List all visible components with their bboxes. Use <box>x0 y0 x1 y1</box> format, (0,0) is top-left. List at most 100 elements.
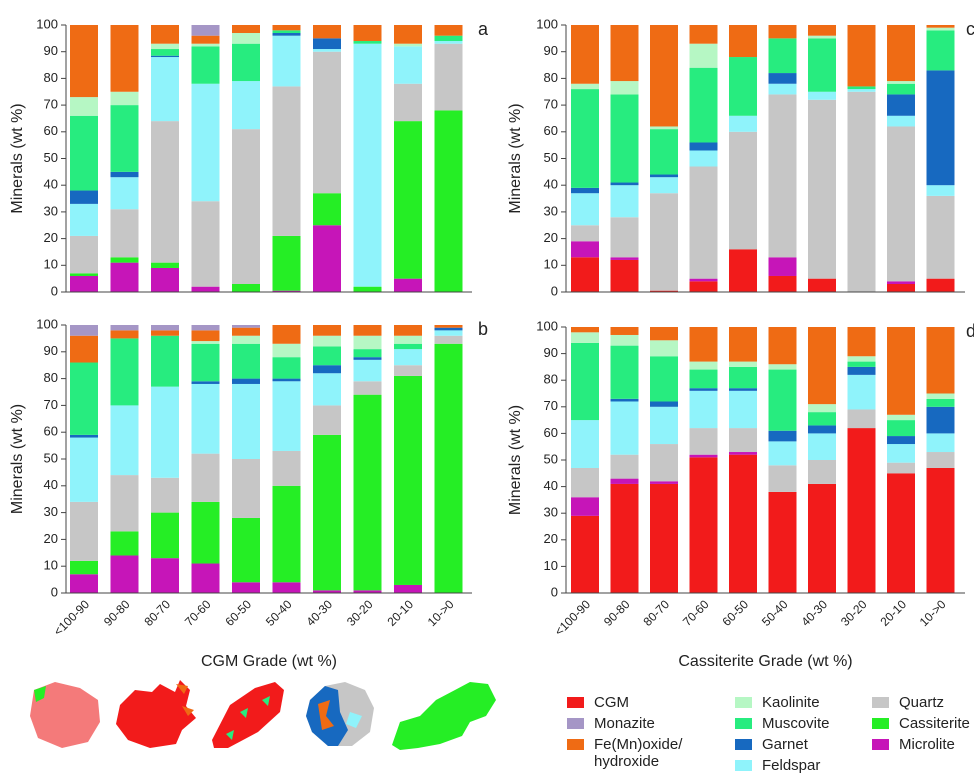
bar-segment <box>887 25 915 82</box>
bar-segment <box>729 327 757 362</box>
bar-segment <box>571 83 599 90</box>
bar-segment <box>353 349 382 358</box>
x-tick-label: 20-10 <box>878 597 910 629</box>
bar-segment <box>394 349 422 366</box>
y-tick-label: 0 <box>51 283 58 298</box>
bar-segment <box>808 425 836 434</box>
bar-segment <box>394 343 422 350</box>
bar-segment <box>847 356 876 362</box>
bar-segment <box>313 25 341 39</box>
bar-segment <box>650 193 678 291</box>
bar-segment <box>313 225 341 292</box>
y-tick-label: 70 <box>544 398 558 413</box>
bar-segment <box>151 335 179 387</box>
legend-item: Muscovite <box>735 715 872 732</box>
legend-swatch <box>735 718 752 729</box>
bar-segment <box>729 454 757 593</box>
bar-segment <box>232 378 260 384</box>
bar-segment <box>70 362 98 435</box>
x-tick-label: 40-30 <box>799 597 831 629</box>
bar-segment <box>110 338 139 406</box>
bar-segment <box>353 41 382 44</box>
bar-segment <box>926 70 955 186</box>
y-tick-label: 0 <box>551 584 558 599</box>
legend-item: Monazite <box>567 715 704 732</box>
bar-segment <box>650 340 678 357</box>
grain-map <box>30 682 100 748</box>
bar-segment <box>808 25 836 36</box>
bar-segment <box>610 478 639 484</box>
bar-segment <box>353 394 382 591</box>
grain-map <box>392 682 496 750</box>
bar-segment <box>610 401 639 455</box>
bar-segment <box>70 325 98 336</box>
bar-segment <box>151 477 179 513</box>
bar-segment <box>110 330 139 339</box>
bar-segment <box>272 33 301 36</box>
y-tick-label: 90 <box>44 343 58 358</box>
bar-segment <box>353 43 382 287</box>
bar-segment <box>610 185 639 218</box>
x-tick-label: 60-50 <box>720 597 752 629</box>
y-axis-title: Minerals (wt %) <box>9 404 26 514</box>
bar-segment <box>610 345 639 399</box>
bar-segment <box>768 441 797 466</box>
bar-segment <box>151 49 179 56</box>
bar-segment <box>847 361 876 367</box>
bar-segment <box>110 105 139 172</box>
bar-segment <box>808 278 836 292</box>
bar-segment <box>729 249 757 292</box>
bar-segment <box>650 406 678 445</box>
bar-segment <box>313 49 341 52</box>
bar-segment <box>847 86 876 90</box>
legend-swatch <box>735 697 752 708</box>
bar-segment <box>571 332 599 343</box>
bar-segment <box>926 30 955 71</box>
grain-map <box>346 712 362 728</box>
bar-segment <box>887 281 915 284</box>
bar-segment <box>689 43 718 68</box>
x-tick-label: <100-90 <box>552 597 594 639</box>
bar-segment <box>571 420 599 468</box>
bar-segment <box>70 235 98 274</box>
y-tick-label: 70 <box>44 397 58 412</box>
bar-segment <box>847 374 876 410</box>
bar-segment <box>70 437 98 502</box>
x-tick-label: 70-60 <box>680 597 712 629</box>
bar-segment <box>313 346 341 366</box>
bar-segment <box>729 131 757 250</box>
bar-segment <box>191 343 220 382</box>
bar-segment <box>926 27 955 31</box>
bar-segment <box>847 366 876 375</box>
bar-segment <box>434 25 463 36</box>
bar-segment <box>434 330 463 336</box>
bar-segment <box>808 404 836 413</box>
bar-segment <box>768 327 797 365</box>
mineral-maps <box>30 680 496 750</box>
bar-segment <box>768 94 797 258</box>
bar-segment <box>926 185 955 196</box>
bar-segment <box>571 497 599 516</box>
y-tick-label: 60 <box>544 425 558 440</box>
bar-segment <box>394 584 422 593</box>
bar-segment <box>70 115 98 191</box>
bar-segment <box>191 563 220 593</box>
x-tick-label: 10->0 <box>425 597 457 629</box>
bar-segment <box>571 241 599 258</box>
bar-segment <box>847 25 876 87</box>
bar-segment <box>729 57 757 116</box>
bar-segment <box>887 473 915 593</box>
bar-segment <box>729 361 757 367</box>
bar-segment <box>571 467 599 498</box>
bar-segment <box>70 560 98 575</box>
bar-segment <box>768 25 797 39</box>
y-tick-label: 70 <box>544 97 558 112</box>
bar-segment <box>110 25 139 92</box>
legend-swatch <box>872 697 889 708</box>
bar-segment <box>926 195 955 279</box>
x-tick-label: 50-40 <box>759 597 791 629</box>
legend-label: Quartz <box>899 694 945 711</box>
bar-segment <box>887 115 915 127</box>
bar-segment <box>571 257 599 292</box>
bar-segment <box>191 325 220 331</box>
